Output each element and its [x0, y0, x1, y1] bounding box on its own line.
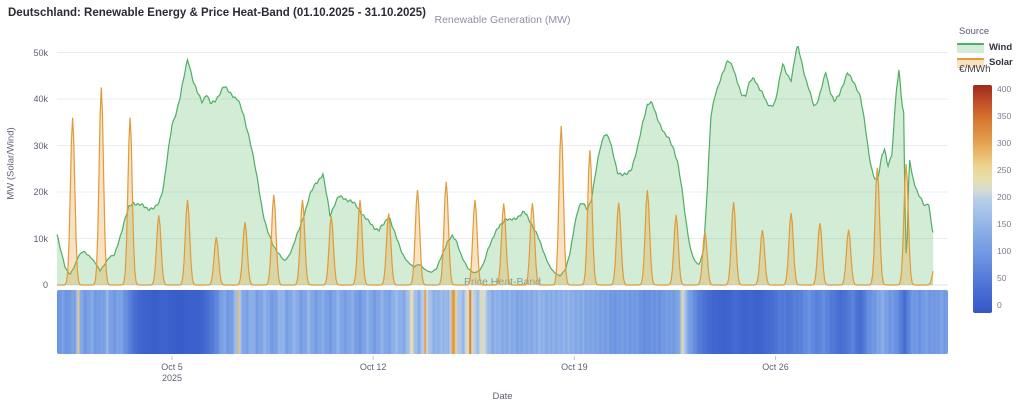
x-tick-label: Oct 19	[561, 362, 588, 372]
legend-item-wind[interactable]: Wind	[957, 42, 1022, 53]
legend-title: Source	[959, 26, 990, 37]
colorbar-tick-label: 100	[997, 246, 1012, 256]
price-heat-band[interactable]	[57, 290, 948, 354]
x-tick-label: Oct 5 2025	[161, 362, 183, 383]
wind-line	[56, 46, 934, 277]
y-tick-label: 0	[42, 280, 48, 290]
colorbar-tick-label: 200	[997, 192, 1012, 202]
y-tick-label: 40k	[33, 94, 48, 104]
x-tick-label: Oct 26	[762, 362, 789, 372]
legend-label-wind: Wind	[989, 42, 1013, 53]
legend: Source Wind Solar	[956, 26, 1022, 72]
colorbar-tick-label: 50	[997, 273, 1007, 283]
x-axis-title: Date	[492, 391, 513, 402]
colorbar-tick-label: 400	[997, 84, 1012, 94]
colorbar-tick-label: 350	[997, 111, 1012, 121]
legend-label-solar: Solar	[989, 57, 1013, 68]
wind-area	[57, 46, 934, 286]
colorbar-tick-label: 0	[997, 300, 1002, 310]
colorbar-title: €/MWh	[959, 64, 991, 75]
colorbar-tick-label: 250	[997, 165, 1012, 175]
solar-swatch-icon	[957, 57, 984, 68]
y-tick-label: 30k	[33, 140, 48, 151]
colorbar-tick-label: 300	[997, 138, 1012, 148]
main-plot-subtitle: Renewable Generation (MW)	[434, 14, 571, 26]
y-tick-label: 20k	[33, 187, 48, 197]
x-tick-label: Oct 12	[359, 362, 387, 372]
chart-title: Deutschland: Renewable Energy & Price He…	[8, 7, 427, 19]
y-tick-label: 50k	[33, 47, 48, 58]
colorbar-tick-label: 150	[997, 219, 1012, 229]
wind-swatch-icon	[957, 42, 984, 53]
solar-line	[57, 87, 934, 286]
legend-item-solar[interactable]: Solar	[957, 57, 1022, 68]
y-tick-label: 10k	[33, 233, 48, 244]
colorbar	[973, 85, 992, 313]
